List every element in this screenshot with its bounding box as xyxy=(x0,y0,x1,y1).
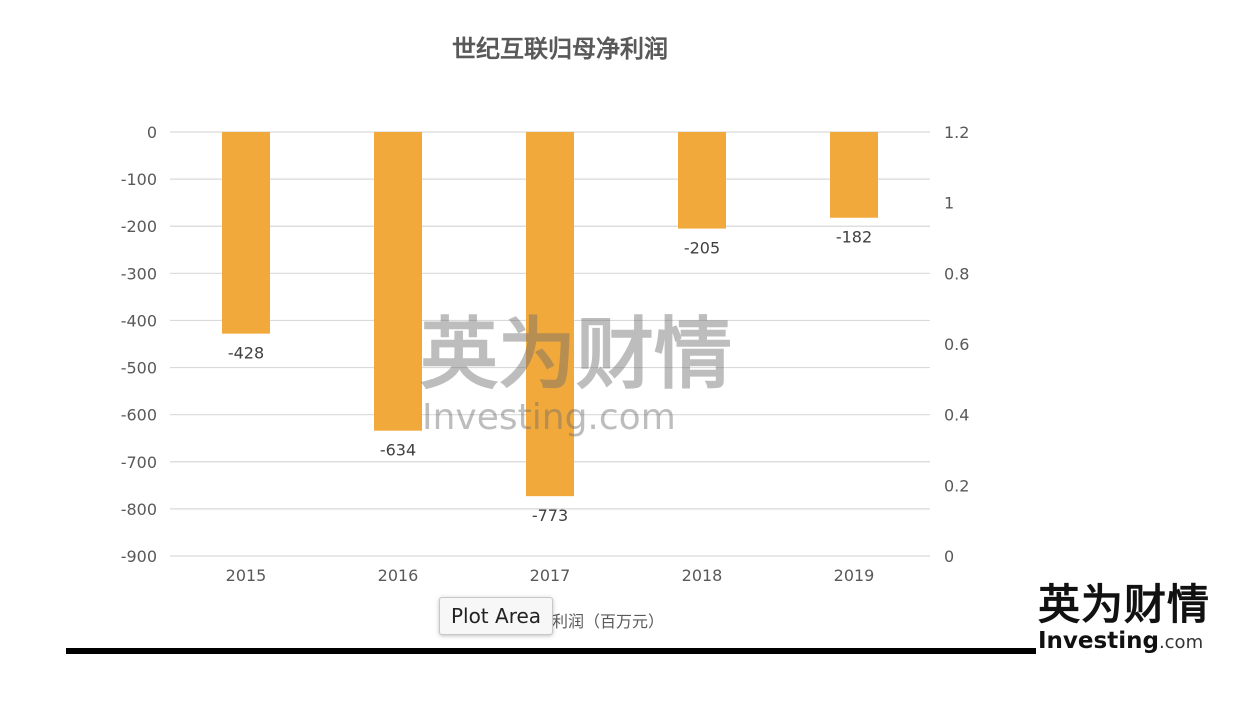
investing-logo: 英为财情 Investing.com xyxy=(1038,582,1238,662)
y2-tick-label: 1 xyxy=(944,194,954,213)
y-tick-label: -200 xyxy=(121,217,157,236)
y-tick-label: -100 xyxy=(121,170,157,189)
data-labels: -428 -634 -773 -205 -182 xyxy=(228,228,872,525)
plot-area-tooltip: Plot Area xyxy=(439,597,553,635)
data-label-2018: -205 xyxy=(684,239,720,258)
y-tick-label: -500 xyxy=(121,359,157,378)
bar-2016 xyxy=(374,132,422,431)
y2-tick-label: 0 xyxy=(944,547,954,566)
y2-tick-label: 0.2 xyxy=(944,476,969,495)
y-tick-label: -600 xyxy=(121,406,157,425)
data-label-2017: -773 xyxy=(532,506,568,525)
x-tick-label: 2019 xyxy=(834,566,875,585)
divider-rule xyxy=(66,648,1036,654)
logo-en-domain: .com xyxy=(1158,632,1204,653)
chart-title: 世纪互联归母净利润 xyxy=(452,35,668,63)
data-label-2015: -428 xyxy=(228,344,264,363)
y-axis-left: 0 -100 -200 -300 -400 -500 -600 -700 -800 -900 xyxy=(121,123,157,566)
y-tick-label: 0 xyxy=(147,123,157,142)
x-tick-label: 2017 xyxy=(530,566,571,585)
x-tick-label: 2018 xyxy=(682,566,723,585)
y-tick-label: -300 xyxy=(121,264,157,283)
bar-2019 xyxy=(830,132,878,218)
data-label-2016: -634 xyxy=(380,441,416,460)
x-tick-label: 2015 xyxy=(226,566,267,585)
y-axis-right: 1.2 1 0.8 0.6 0.4 0.2 0 xyxy=(944,123,969,566)
y-tick-label: -800 xyxy=(121,500,157,519)
bar-2017 xyxy=(526,132,574,497)
logo-en-word: Investing xyxy=(1038,628,1159,654)
y-tick-label: -700 xyxy=(121,453,157,472)
legend-label: 利润（百万元） xyxy=(552,612,664,631)
bar-2018 xyxy=(678,132,726,229)
logo-cn: 英为财情 xyxy=(1038,580,1211,629)
y2-tick-label: 0.6 xyxy=(944,335,969,354)
y-tick-label: -900 xyxy=(121,547,157,566)
x-tick-label: 2016 xyxy=(378,566,419,585)
bar-2015 xyxy=(222,132,270,334)
y2-tick-label: 0.8 xyxy=(944,264,969,283)
data-label-2019: -182 xyxy=(836,228,872,247)
logo-en: Investing.com xyxy=(1038,628,1203,656)
y-tick-label: -400 xyxy=(121,311,157,330)
y2-tick-label: 1.2 xyxy=(944,123,969,142)
x-axis: 2015 2016 2017 2018 2019 xyxy=(226,566,875,585)
y2-tick-label: 0.4 xyxy=(944,406,969,425)
bars xyxy=(222,132,878,497)
